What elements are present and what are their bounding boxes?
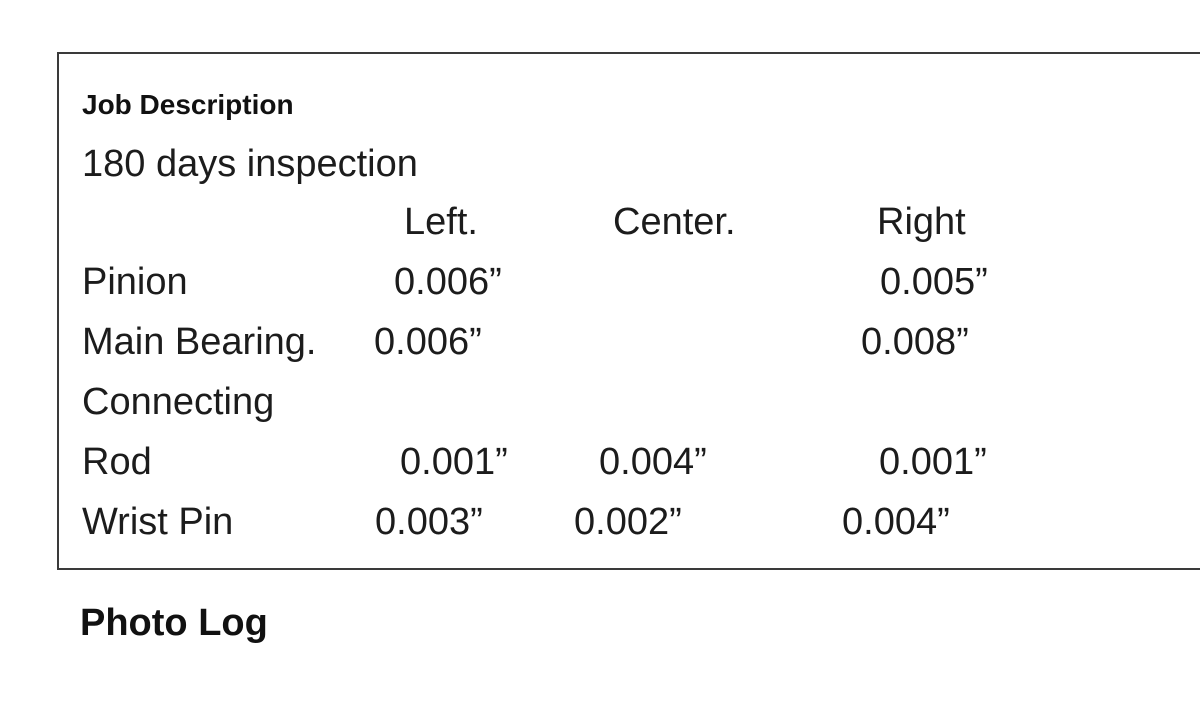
row-label-connecting: Connecting — [82, 381, 275, 423]
rod-center-value: 0.004” — [599, 441, 707, 483]
photo-log-heading: Photo Log — [80, 602, 268, 644]
rod-left-value: 0.001” — [400, 441, 508, 483]
column-header-left: Left. — [404, 201, 478, 243]
main-bearing-right-value: 0.008” — [861, 321, 969, 363]
column-header-center: Center. — [613, 201, 736, 243]
column-header-right: Right — [877, 201, 966, 243]
row-label-rod: Rod — [82, 441, 152, 483]
main-bearing-left-value: 0.006” — [374, 321, 482, 363]
job-description-text: 180 days inspection — [82, 143, 418, 185]
rod-right-value: 0.001” — [879, 441, 987, 483]
row-label-wrist-pin: Wrist Pin — [82, 501, 234, 543]
job-description-label: Job Description — [82, 89, 294, 120]
row-label-main-bearing: Main Bearing. — [82, 321, 317, 363]
wrist-pin-center-value: 0.002” — [574, 501, 682, 543]
pinion-right-value: 0.005” — [880, 261, 988, 303]
row-label-pinion: Pinion — [82, 261, 188, 303]
wrist-pin-left-value: 0.003” — [375, 501, 483, 543]
pinion-left-value: 0.006” — [394, 261, 502, 303]
job-description-box — [57, 52, 1200, 570]
wrist-pin-right-value: 0.004” — [842, 501, 950, 543]
